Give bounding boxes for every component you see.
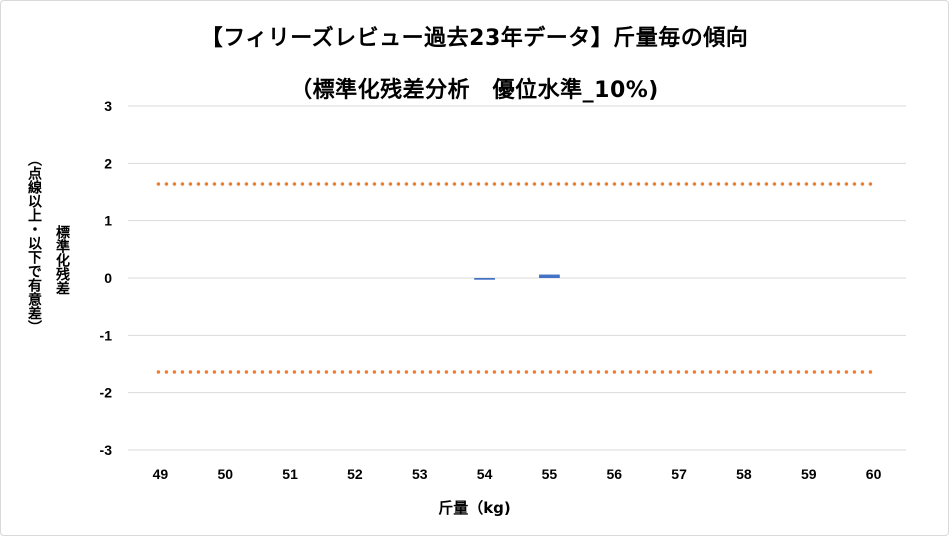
y-tick-label: 1 — [104, 213, 112, 229]
x-tick-label: 58 — [736, 466, 752, 482]
y-axis-label: 標準化残差 — [54, 225, 70, 295]
x-tick-label: 52 — [347, 466, 363, 482]
chart-subtitle: （標準化残差分析 優位水準_10%) — [290, 78, 659, 103]
y-tick-label: 2 — [104, 155, 112, 171]
y-tick-label: 0 — [104, 270, 112, 286]
x-tick-label: 55 — [542, 466, 558, 482]
bar — [539, 274, 560, 278]
x-tick-label: 51 — [282, 466, 298, 482]
x-tick-label: 57 — [671, 466, 687, 482]
y-tick-label: -2 — [100, 385, 113, 401]
y-axis-label-note: （点線以上・以下で有意差） — [26, 152, 42, 334]
bar — [474, 278, 495, 280]
x-tick-label: 54 — [477, 466, 493, 482]
y-tick-label: -1 — [100, 327, 113, 343]
y-tick-label: 3 — [104, 98, 112, 114]
x-tick-label: 49 — [153, 466, 169, 482]
chart-title: 【フィリーズレビュー過去23年データ】斤量毎の傾向 — [200, 26, 749, 51]
x-tick-label: 60 — [866, 466, 882, 482]
x-tick-label: 59 — [801, 466, 817, 482]
x-axis-label: 斤量（kg) — [438, 499, 511, 517]
y-tick-label: -3 — [100, 442, 113, 458]
x-tick-label: 56 — [606, 466, 622, 482]
x-tick-label: 50 — [217, 466, 233, 482]
x-tick-label: 53 — [412, 466, 428, 482]
